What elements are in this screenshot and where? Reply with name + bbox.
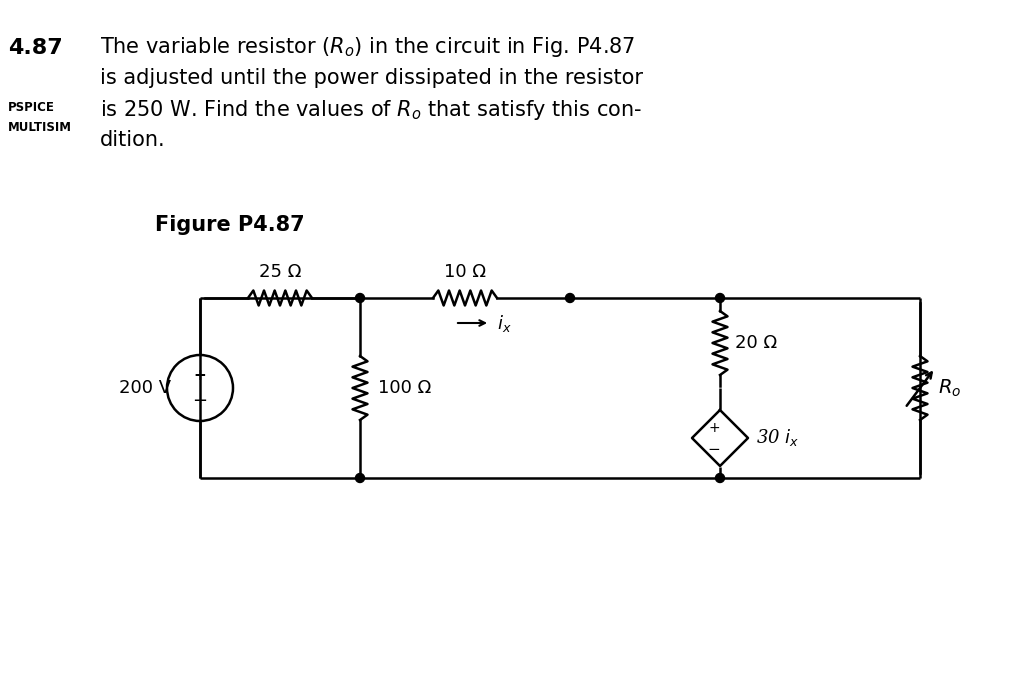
Text: 4.87: 4.87 <box>8 38 62 58</box>
Text: 25 Ω: 25 Ω <box>259 263 301 281</box>
Text: +: + <box>709 421 720 435</box>
Text: 100 Ω: 100 Ω <box>378 379 431 397</box>
Text: The variable resistor $(R_o)$ in the circuit in Fig. P4.87
is adjusted until the: The variable resistor $(R_o)$ in the cir… <box>100 35 643 150</box>
Text: PSPICE: PSPICE <box>8 101 55 114</box>
Circle shape <box>355 473 365 482</box>
Text: 10 Ω: 10 Ω <box>444 263 486 281</box>
Text: 200 V: 200 V <box>119 379 171 397</box>
Text: $i_x$: $i_x$ <box>497 313 512 333</box>
Text: Figure P4.87: Figure P4.87 <box>155 215 304 235</box>
Text: −: − <box>708 443 720 458</box>
Text: 30 $i_x$: 30 $i_x$ <box>756 428 799 449</box>
Circle shape <box>355 294 365 303</box>
Text: $R_o$: $R_o$ <box>938 377 962 399</box>
Circle shape <box>565 294 574 303</box>
Text: 20 Ω: 20 Ω <box>735 334 777 352</box>
Text: +: + <box>194 369 207 383</box>
Text: MULTISIM: MULTISIM <box>8 121 72 134</box>
Circle shape <box>716 294 725 303</box>
Circle shape <box>716 473 725 482</box>
Text: −: − <box>193 392 208 410</box>
